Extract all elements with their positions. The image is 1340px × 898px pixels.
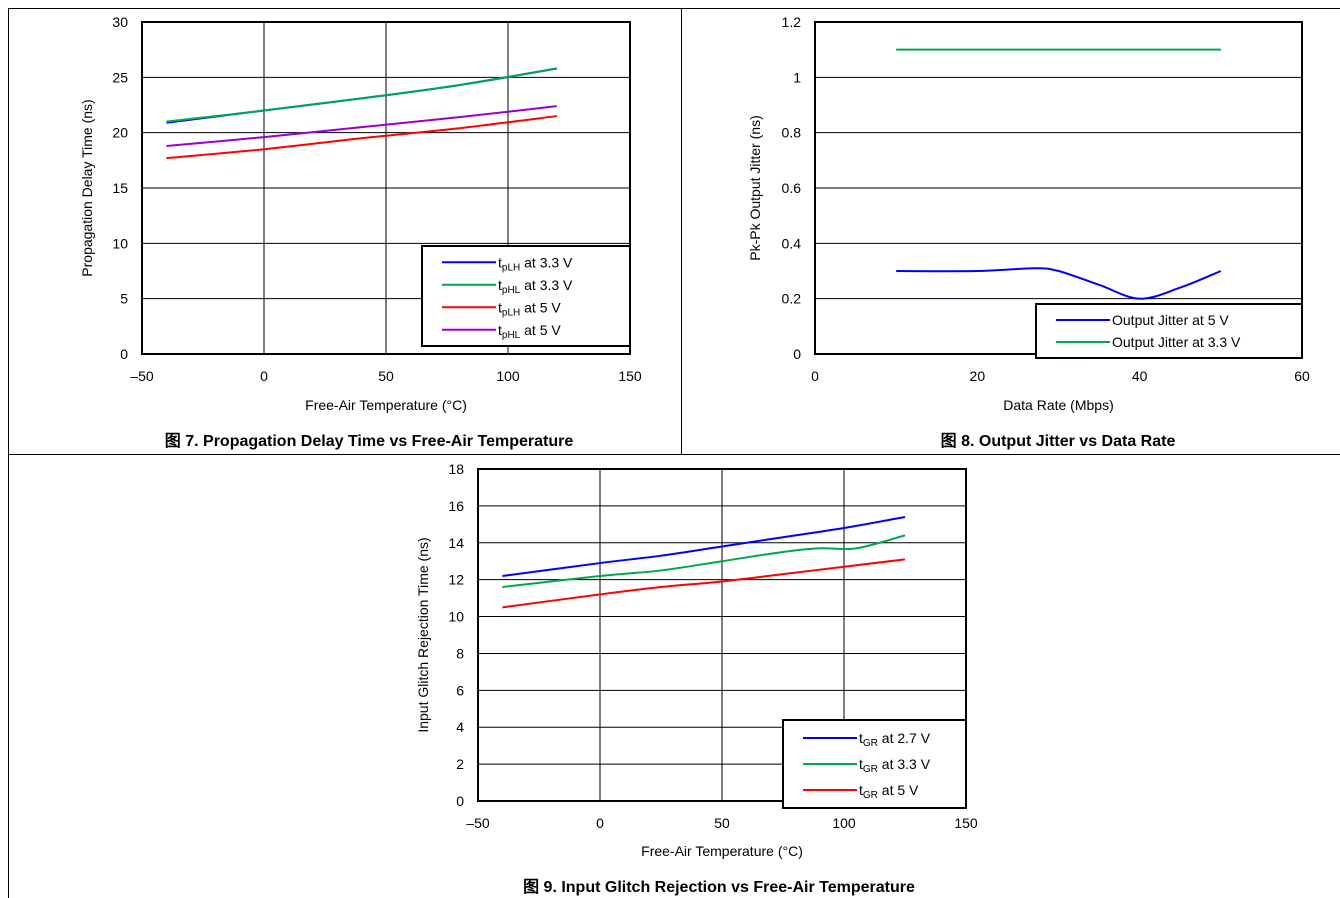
legend-label-2: tpHL at 3.3 V xyxy=(498,277,573,296)
legend-label-2: tGR at 3.3 V xyxy=(859,756,931,775)
y-tick-label: 20 xyxy=(112,125,128,141)
legend-label-3: tpLH at 5 V xyxy=(498,299,561,318)
y-tick-label: 8 xyxy=(456,645,464,661)
y-tick-label: 6 xyxy=(456,682,464,698)
y-tick-label: 16 xyxy=(448,498,464,514)
x-tick-label: 0 xyxy=(811,368,819,384)
y-tick-label: 2 xyxy=(456,756,464,772)
x-tick-label: 100 xyxy=(496,368,520,384)
series-line-2 xyxy=(166,67,557,123)
y-axis-title: Input Glitch Rejection Time (ns) xyxy=(415,537,431,732)
y-tick-label: 0.8 xyxy=(782,125,802,141)
divider-top-middle-vertical xyxy=(681,8,682,454)
x-tick-label: 60 xyxy=(1294,368,1310,384)
y-tick-label: 4 xyxy=(456,719,464,735)
y-tick-label: 0.2 xyxy=(782,291,802,307)
legend: tGR at 2.7 V tGR at 3.3 V tGR at 5 V xyxy=(782,719,967,809)
x-axis-title: Free-Air Temperature (°C) xyxy=(641,843,803,859)
y-tick-label: 10 xyxy=(448,609,464,625)
legend-label-2: Output Jitter at 3.3 V xyxy=(1112,334,1241,350)
series-line-1 xyxy=(896,267,1222,300)
y-tick-label: 14 xyxy=(448,535,464,551)
x-tick-label: 100 xyxy=(832,815,856,831)
x-tick-label: 0 xyxy=(260,368,268,384)
y-tick-label: 12 xyxy=(448,572,464,588)
y-tick-label: 5 xyxy=(120,291,128,307)
divider-top-horizontal xyxy=(8,8,1340,9)
y-axis-title: Propagation Delay Time (ns) xyxy=(79,99,95,276)
legend-label-4: tpHL at 5 V xyxy=(498,322,561,341)
x-tick-label: 150 xyxy=(618,368,642,384)
legend-label-1: tGR at 2.7 V xyxy=(859,730,931,749)
legend-label-1: tpLH at 3.3 V xyxy=(498,254,573,273)
y-tick-label: 25 xyxy=(112,69,128,85)
legend-label-3: tGR at 5 V xyxy=(859,782,919,801)
y-tick-label: 0 xyxy=(793,346,801,362)
figure-8-caption: 图 8. Output Jitter vs Data Rate xyxy=(940,433,1176,450)
y-tick-label: 0.4 xyxy=(782,235,802,251)
series-line-2 xyxy=(502,534,906,589)
x-axis-title: Free-Air Temperature (°C) xyxy=(305,397,467,413)
figure-7-caption: 图 7. Propagation Delay Time vs Free-Air … xyxy=(164,433,574,450)
y-tick-label: 0 xyxy=(120,346,128,362)
x-tick-label: 40 xyxy=(1132,368,1148,384)
y-tick-label: 1.2 xyxy=(782,14,802,30)
legend: tpLH at 3.3 V tpHL at 3.3 V tpLH at 5 V tpH… xyxy=(421,245,631,347)
x-tick-label: 50 xyxy=(714,815,730,831)
y-tick-label: 30 xyxy=(112,14,128,30)
series-line-3 xyxy=(166,115,557,160)
y-tick-label: 18 xyxy=(448,461,464,477)
divider-top-left-vertical xyxy=(8,8,9,898)
legend-box xyxy=(1035,303,1303,359)
series-line-1 xyxy=(502,515,906,577)
y-tick-label: 0 xyxy=(456,793,464,809)
y-tick-label: 0.6 xyxy=(782,180,802,196)
x-tick-label: –50 xyxy=(466,815,490,831)
x-tick-label: –50 xyxy=(130,368,154,384)
chart-2: 0 20 40 60 0 0.2 0.4 0.6 0.8 1 1.2 Data Rate (Mbps)… xyxy=(747,14,1310,413)
y-tick-label: 10 xyxy=(112,235,128,251)
series-line-4 xyxy=(166,105,557,147)
x-axis-title: Data Rate (Mbps) xyxy=(1003,397,1113,413)
x-tick-label: 0 xyxy=(596,815,604,831)
x-tick-label: 20 xyxy=(970,368,986,384)
y-tick-label: 1 xyxy=(793,69,801,85)
plot-area xyxy=(141,21,631,355)
legend-label-1: Output Jitter at 5 V xyxy=(1112,312,1229,328)
figure-9-caption: 图 9. Input Glitch Rejection vs Free-Air … xyxy=(523,879,915,896)
legend: Output Jitter at 5 V Output Jitter at 3.3… xyxy=(1035,303,1303,359)
x-tick-label: 50 xyxy=(378,368,394,384)
divider-middle-horizontal xyxy=(8,454,1340,455)
y-axis-title: Pk-Pk Output Jitter (ns) xyxy=(747,115,763,260)
plot-area xyxy=(477,468,967,802)
x-tick-label: 150 xyxy=(954,815,978,831)
series-line-3 xyxy=(502,558,906,609)
y-tick-label: 15 xyxy=(112,180,128,196)
